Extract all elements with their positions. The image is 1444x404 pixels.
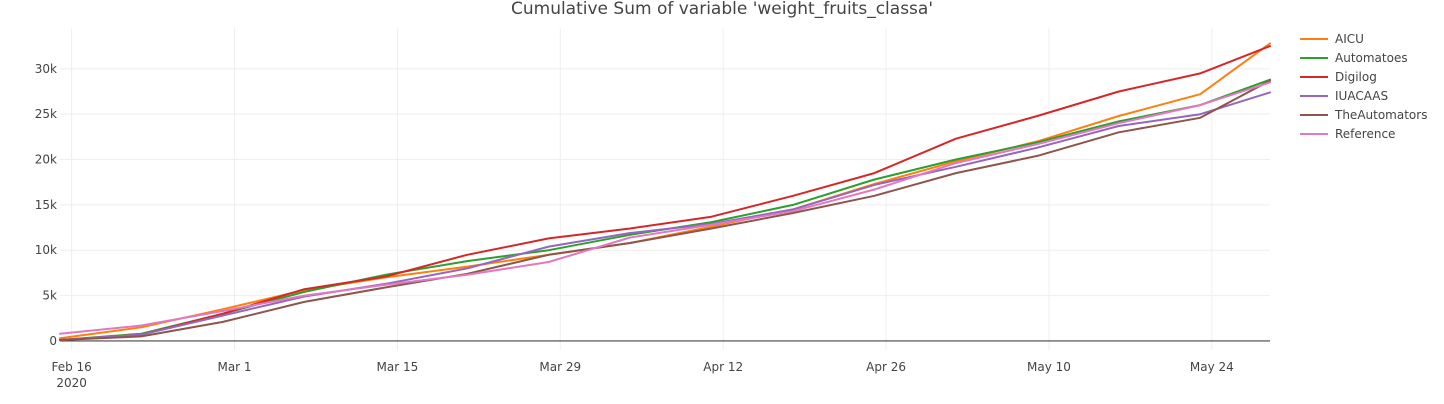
y-tick-label: 0 xyxy=(49,334,57,348)
y-tick-label: 10k xyxy=(35,243,57,257)
legend-label: IUACAAS xyxy=(1335,89,1388,103)
x-tick-label: Apr 12 xyxy=(703,360,743,374)
y-tick-label: 30k xyxy=(35,62,57,76)
series-layer xyxy=(59,42,1271,341)
legend-label: Digilog xyxy=(1335,70,1377,84)
series-line-theautomators xyxy=(59,79,1271,341)
chart-title: Cumulative Sum of variable 'weight_fruit… xyxy=(511,0,933,19)
x-tick-label: May 10 xyxy=(1027,360,1071,374)
legend-item-digilog[interactable]: Digilog xyxy=(1300,70,1377,84)
legend[interactable]: AICU Automatoes Digilog IUACAAS TheAutomator… xyxy=(1300,32,1427,141)
legend-item-automatoes[interactable]: Automatoes xyxy=(1300,51,1408,65)
grid-layer xyxy=(60,28,1270,350)
y-tick-label: 15k xyxy=(35,198,57,212)
legend-item-reference[interactable]: Reference xyxy=(1300,127,1395,141)
series-line-iuacaas xyxy=(59,91,1271,341)
x-tick-label: Feb 16 xyxy=(51,360,91,374)
series-line-aicu xyxy=(59,42,1271,340)
legend-label: AICU xyxy=(1335,32,1364,46)
x-tick-label: Apr 26 xyxy=(866,360,906,374)
x-tick-label: May 24 xyxy=(1190,360,1234,374)
series-line-reference xyxy=(59,81,1271,335)
x-tick-sublabel: 2020 xyxy=(56,376,87,390)
legend-item-aicu[interactable]: AICU xyxy=(1300,32,1364,46)
y-tick-label: 25k xyxy=(35,107,57,121)
legend-item-theautomators[interactable]: TheAutomators xyxy=(1300,108,1427,122)
legend-label: TheAutomators xyxy=(1334,108,1427,122)
series-line-automatoes xyxy=(59,78,1271,341)
legend-item-iuacaas[interactable]: IUACAAS xyxy=(1300,89,1388,103)
series-line-digilog xyxy=(59,45,1271,341)
y-tick-label: 5k xyxy=(42,289,57,303)
y-tick-label: 20k xyxy=(35,153,57,167)
legend-label: Automatoes xyxy=(1335,51,1408,65)
x-tick-label: Mar 15 xyxy=(377,360,419,374)
legend-label: Reference xyxy=(1335,127,1395,141)
x-tick-label: Mar 1 xyxy=(217,360,251,374)
axis-layer: 0 5k 10k 15k 20k 25k 30k Feb 16 2020 Mar 1 Mar 15 M… xyxy=(35,62,1270,390)
x-tick-label: Mar 29 xyxy=(539,360,581,374)
